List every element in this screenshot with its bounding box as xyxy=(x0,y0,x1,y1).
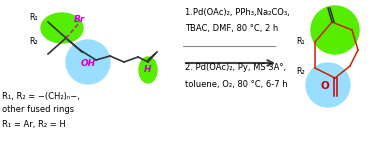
Text: R₂: R₂ xyxy=(29,38,38,47)
Circle shape xyxy=(66,40,110,84)
Text: R₁: R₁ xyxy=(296,38,305,47)
Text: 2. Pd(OAc)₂, Py, MS 3A°,: 2. Pd(OAc)₂, Py, MS 3A°, xyxy=(185,63,286,72)
Text: TBAC, DMF, 80 °C, 2 h: TBAC, DMF, 80 °C, 2 h xyxy=(185,24,278,32)
Ellipse shape xyxy=(139,57,157,83)
Text: 1.Pd(OAc)₂, PPh₃,Na₂CO₃,: 1.Pd(OAc)₂, PPh₃,Na₂CO₃, xyxy=(185,7,290,16)
Text: R₂: R₂ xyxy=(296,68,305,77)
Text: Br: Br xyxy=(73,16,85,25)
Text: toluene, O₂, 80 °C, 6-7 h: toluene, O₂, 80 °C, 6-7 h xyxy=(185,80,288,89)
Text: O: O xyxy=(321,81,329,91)
Circle shape xyxy=(306,63,350,107)
Text: R₁: R₁ xyxy=(29,14,38,23)
Text: H: H xyxy=(144,66,152,74)
Text: R₁ = Ar, R₂ = H: R₁ = Ar, R₂ = H xyxy=(2,120,66,128)
Circle shape xyxy=(311,6,359,54)
Text: R₁, R₂ = −(CH₂)ₙ−,: R₁, R₂ = −(CH₂)ₙ−, xyxy=(2,92,80,101)
Text: other fused rings: other fused rings xyxy=(2,105,74,114)
Ellipse shape xyxy=(41,13,83,43)
Text: OH: OH xyxy=(81,60,96,69)
